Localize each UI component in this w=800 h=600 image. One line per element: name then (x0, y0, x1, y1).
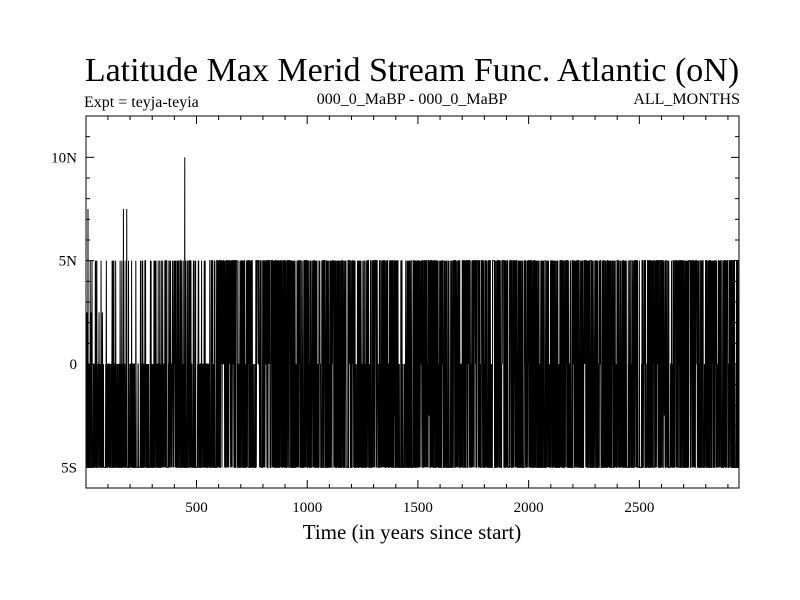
x-tick-label: 1500 (403, 500, 433, 516)
y-tick-label: 5S (61, 460, 77, 476)
y-tick-label: 0 (70, 357, 78, 373)
x-tick-label: 1000 (292, 500, 322, 516)
chart-title: Latitude Max Merid Stream Func. Atlantic… (85, 52, 739, 89)
y-axis: 5S 0 5N 10N (51, 115, 739, 476)
period-label: 000_0_MaBP - 000_0_MaBP (317, 91, 508, 108)
experiment-label: Expt = teyja-teyia (84, 94, 199, 111)
x-tick-label: 500 (185, 500, 208, 516)
y-tick-label: 10N (51, 150, 77, 166)
y-tick-label: 5N (59, 254, 78, 270)
x-tick-label: 2000 (514, 500, 544, 516)
series-line (85, 157, 740, 468)
series-line-group (85, 157, 740, 468)
months-label: ALL_MONTHS (633, 91, 740, 108)
x-tick-label: 2500 (624, 500, 654, 516)
x-axis: 500 1000 1500 2000 2500 (107, 116, 729, 516)
x-axis-label: Time (in years since start) (303, 520, 522, 544)
